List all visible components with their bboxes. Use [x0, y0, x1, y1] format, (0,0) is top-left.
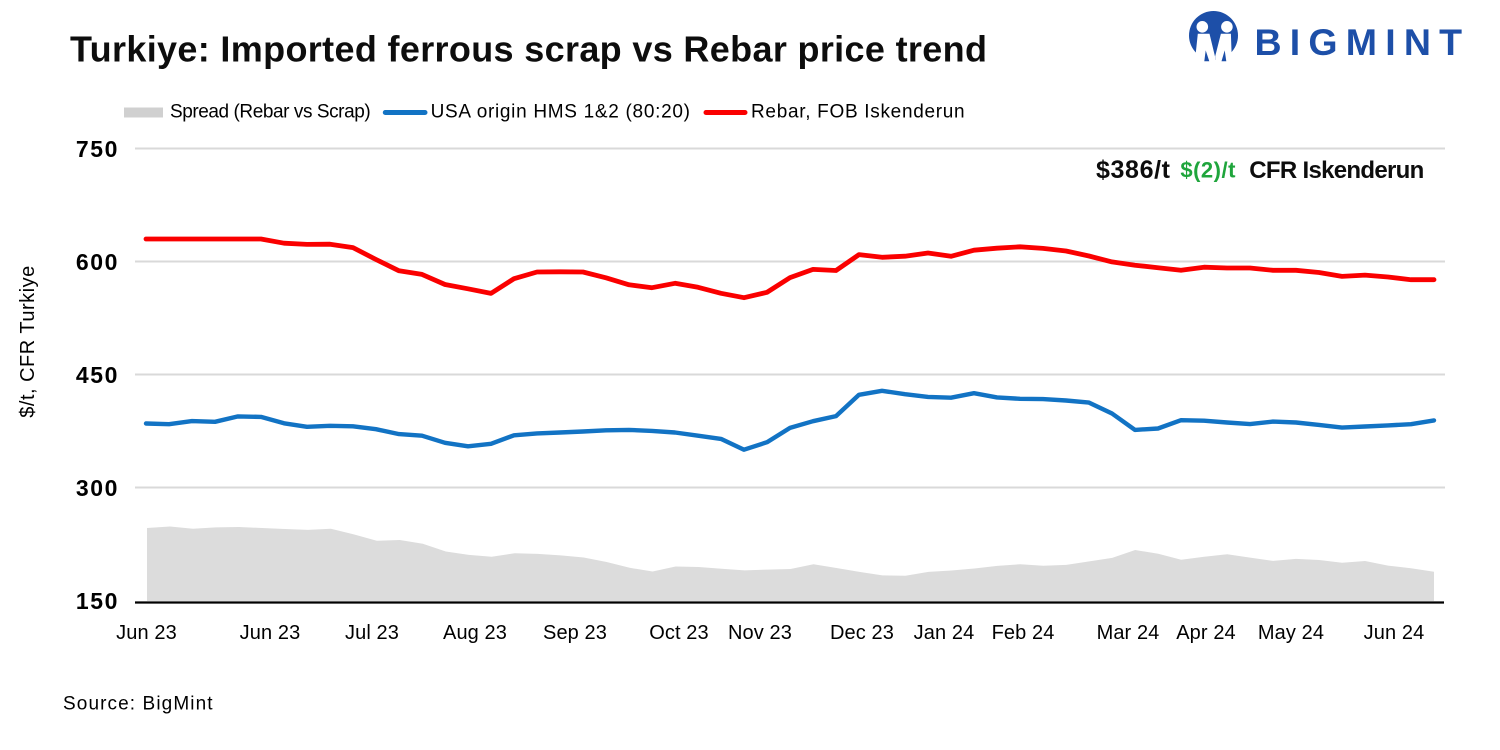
svg-text:$(2)/t: $(2)/t	[1180, 157, 1236, 182]
svg-text:Source: BigMint: Source: BigMint	[63, 694, 214, 715]
svg-text:Apr 24: Apr 24	[1176, 622, 1236, 644]
svg-text:Aug 23: Aug 23	[443, 622, 507, 644]
svg-text:450: 450	[76, 362, 119, 388]
svg-text:Dec 23: Dec 23	[830, 622, 894, 644]
svg-text:CFR Iskenderun: CFR Iskenderun	[1249, 157, 1423, 184]
svg-text:Spread (Rebar vs Scrap): Spread (Rebar vs Scrap)	[170, 102, 370, 123]
svg-text:Jun 24: Jun 24	[1364, 622, 1425, 644]
svg-text:USA origin HMS 1&2 (80:20): USA origin HMS 1&2 (80:20)	[431, 102, 691, 123]
svg-text:Nov 23: Nov 23	[728, 622, 792, 644]
svg-text:Jul 23: Jul 23	[345, 622, 399, 644]
svg-text:$386/t: $386/t	[1096, 156, 1171, 184]
svg-text:Jan 24: Jan 24	[914, 622, 975, 644]
svg-text:Turkiye: Imported ferrous scra: Turkiye: Imported ferrous scrap vs Rebar…	[70, 29, 987, 70]
svg-text:$/t, CFR Turkiye: $/t, CFR Turkiye	[17, 265, 39, 417]
svg-text:Sep 23: Sep 23	[543, 622, 607, 644]
svg-text:150: 150	[76, 588, 119, 614]
svg-text:Jun 23: Jun 23	[240, 622, 301, 644]
svg-text:Oct 23: Oct 23	[649, 622, 709, 644]
svg-text:Feb 24: Feb 24	[992, 622, 1055, 644]
svg-text:300: 300	[76, 475, 119, 501]
svg-text:Mar 24: Mar 24	[1097, 622, 1160, 644]
svg-text:Rebar, FOB Iskenderun: Rebar, FOB Iskenderun	[751, 102, 965, 123]
svg-text:Jun 23: Jun 23	[116, 622, 177, 644]
svg-text:BIGMINT: BIGMINT	[1255, 21, 1471, 63]
svg-text:750: 750	[76, 136, 119, 162]
svg-text:May 24: May 24	[1258, 622, 1324, 644]
svg-text:600: 600	[76, 249, 119, 275]
